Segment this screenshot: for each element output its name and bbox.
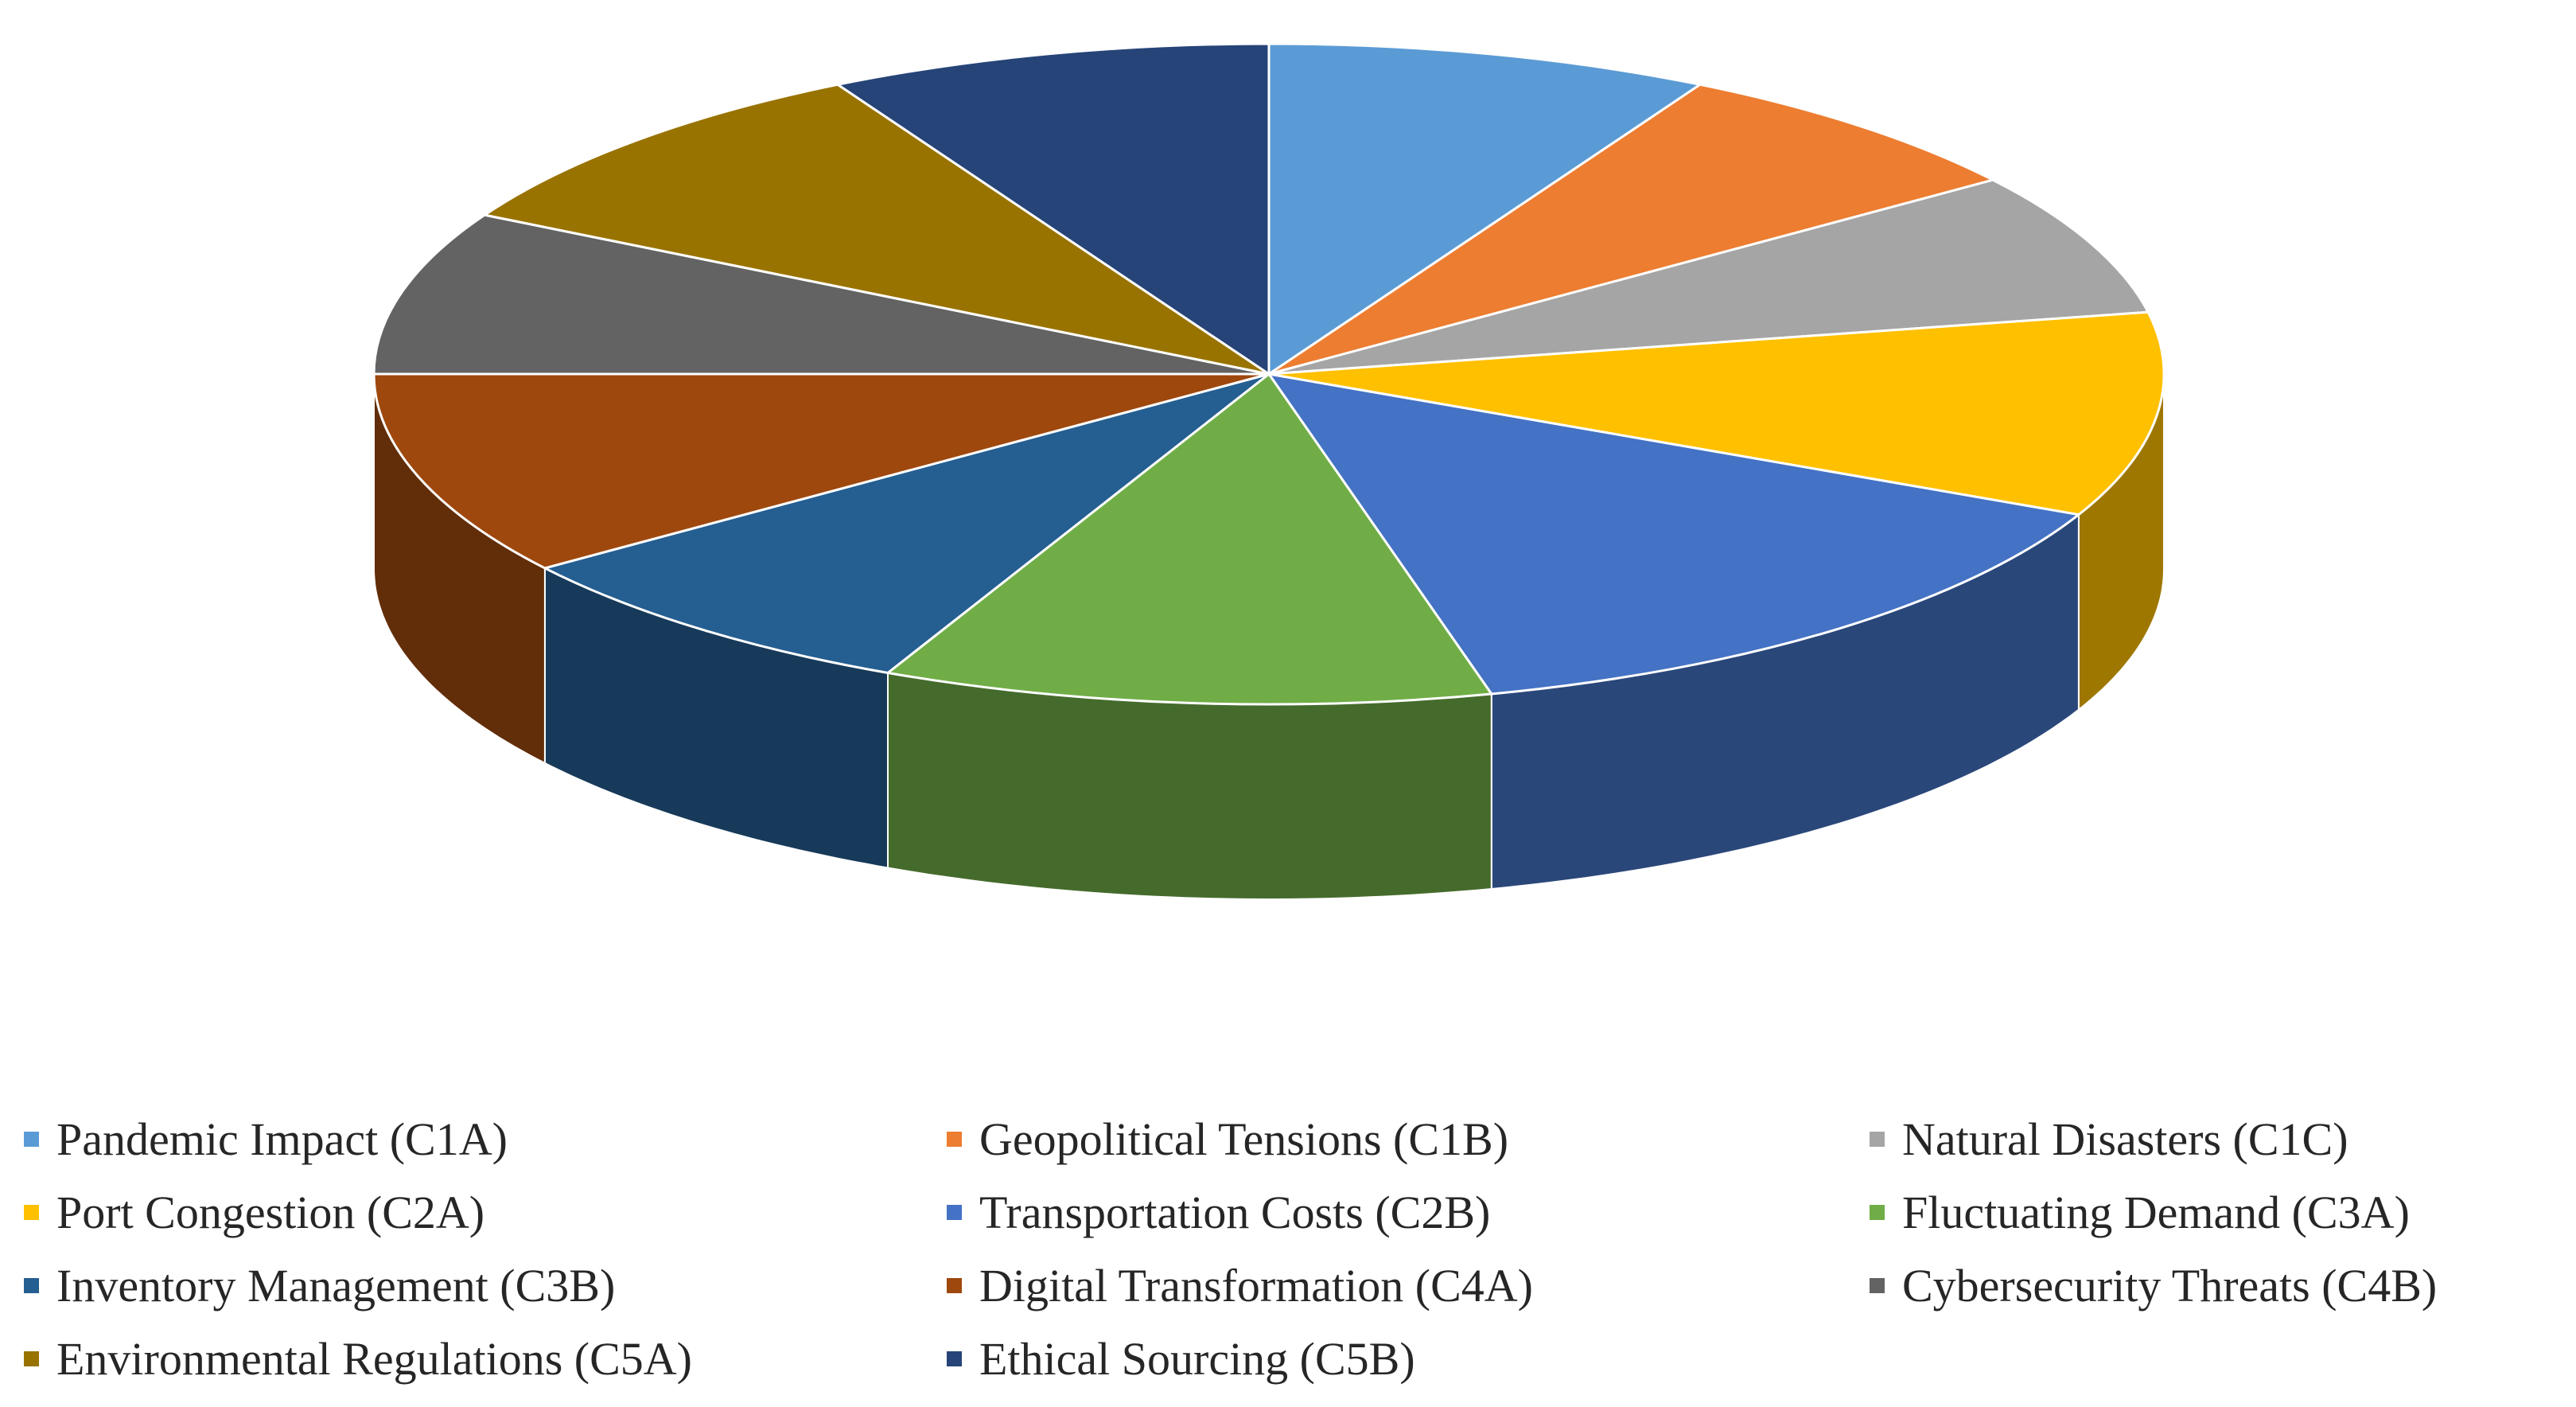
legend-swatch bbox=[1870, 1131, 1885, 1147]
legend-label: Environmental Regulations (C5A) bbox=[56, 1332, 692, 1385]
slice-side-fluctuating-demand-c3a bbox=[887, 672, 1492, 900]
legend-item-inventory-management-c3b: Inventory Management (C3B) bbox=[24, 1253, 947, 1318]
legend-label: Pandemic Impact (C1A) bbox=[56, 1113, 508, 1165]
slice-inventory-management-c3b bbox=[543, 372, 1270, 674]
legend-label: Ethical Sourcing (C5B) bbox=[979, 1332, 1415, 1385]
legend-label: Geopolitical Tensions (C1B) bbox=[979, 1113, 1509, 1165]
legend-item-transportation-costs-c2b: Transportation Costs (C2B) bbox=[947, 1179, 1870, 1245]
slice-cybersecurity-threats-c4b bbox=[372, 213, 1270, 376]
legend-swatch bbox=[24, 1131, 39, 1147]
legend-swatch bbox=[947, 1131, 962, 1147]
legend-label: Cybersecurity Threats (C4B) bbox=[1902, 1259, 2438, 1312]
slice-environmental-regulations-c5a bbox=[483, 83, 1270, 376]
legend-item-ethical-sourcing-c5b: Ethical Sourcing (C5B) bbox=[947, 1326, 1870, 1391]
slice-fluctuating-demand-c3a bbox=[886, 372, 1493, 706]
legend-item-cybersecurity-threats-c4b: Cybersecurity Threats (C4B) bbox=[1870, 1253, 2562, 1318]
legend-swatch bbox=[24, 1350, 39, 1366]
legend-item-digital-transformation-c4a: Digital Transformation (C4A) bbox=[947, 1253, 1870, 1318]
legend-swatch bbox=[24, 1204, 39, 1220]
legend-item-geopolitical-tensions-c1b: Geopolitical Tensions (C1B) bbox=[947, 1106, 1870, 1171]
pie-side-walls bbox=[373, 373, 2165, 900]
pie-top-faces bbox=[372, 42, 2165, 706]
slice-natural-disasters-c1c bbox=[1267, 178, 2150, 376]
slice-digital-transformation-c4a bbox=[372, 372, 1270, 570]
slice-ethical-sourcing-c5b bbox=[836, 42, 1270, 376]
legend-swatch bbox=[947, 1277, 962, 1293]
legend-label: Fluctuating Demand (C3A) bbox=[1902, 1186, 2410, 1238]
legend-swatch bbox=[1870, 1204, 1885, 1220]
slice-geopolitical-tensions-c1b bbox=[1267, 83, 1994, 376]
legend-label: Port Congestion (C2A) bbox=[56, 1186, 485, 1238]
legend-label: Transportation Costs (C2B) bbox=[979, 1186, 1491, 1238]
legend-item-fluctuating-demand-c3a: Fluctuating Demand (C3A) bbox=[1870, 1179, 2562, 1245]
legend: Pandemic Impact (C1A) Geopolitical Tensio… bbox=[24, 1106, 2562, 1391]
legend-item-natural-disasters-c1c: Natural Disasters (C1C) bbox=[1870, 1106, 2562, 1171]
slice-port-congestion-c2a bbox=[1267, 310, 2165, 516]
pie-chart bbox=[372, 42, 2165, 900]
slice-transportation-costs-c2b bbox=[1267, 372, 2080, 696]
slice-pandemic-impact-c1a bbox=[1267, 42, 1702, 376]
legend-label: Natural Disasters (C1C) bbox=[1902, 1113, 2348, 1165]
legend-label: Inventory Management (C3B) bbox=[56, 1259, 616, 1312]
legend-swatch bbox=[1870, 1277, 1885, 1293]
legend-swatch bbox=[947, 1350, 962, 1366]
legend-swatch bbox=[947, 1204, 962, 1220]
legend-item-environmental-regulations-c5a: Environmental Regulations (C5A) bbox=[24, 1326, 947, 1391]
legend-item-pandemic-impact-c1a: Pandemic Impact (C1A) bbox=[24, 1106, 947, 1171]
legend-label: Digital Transformation (C4A) bbox=[979, 1259, 1533, 1312]
legend-swatch bbox=[24, 1277, 39, 1293]
legend-item-port-congestion-c2a: Port Congestion (C2A) bbox=[24, 1179, 947, 1245]
